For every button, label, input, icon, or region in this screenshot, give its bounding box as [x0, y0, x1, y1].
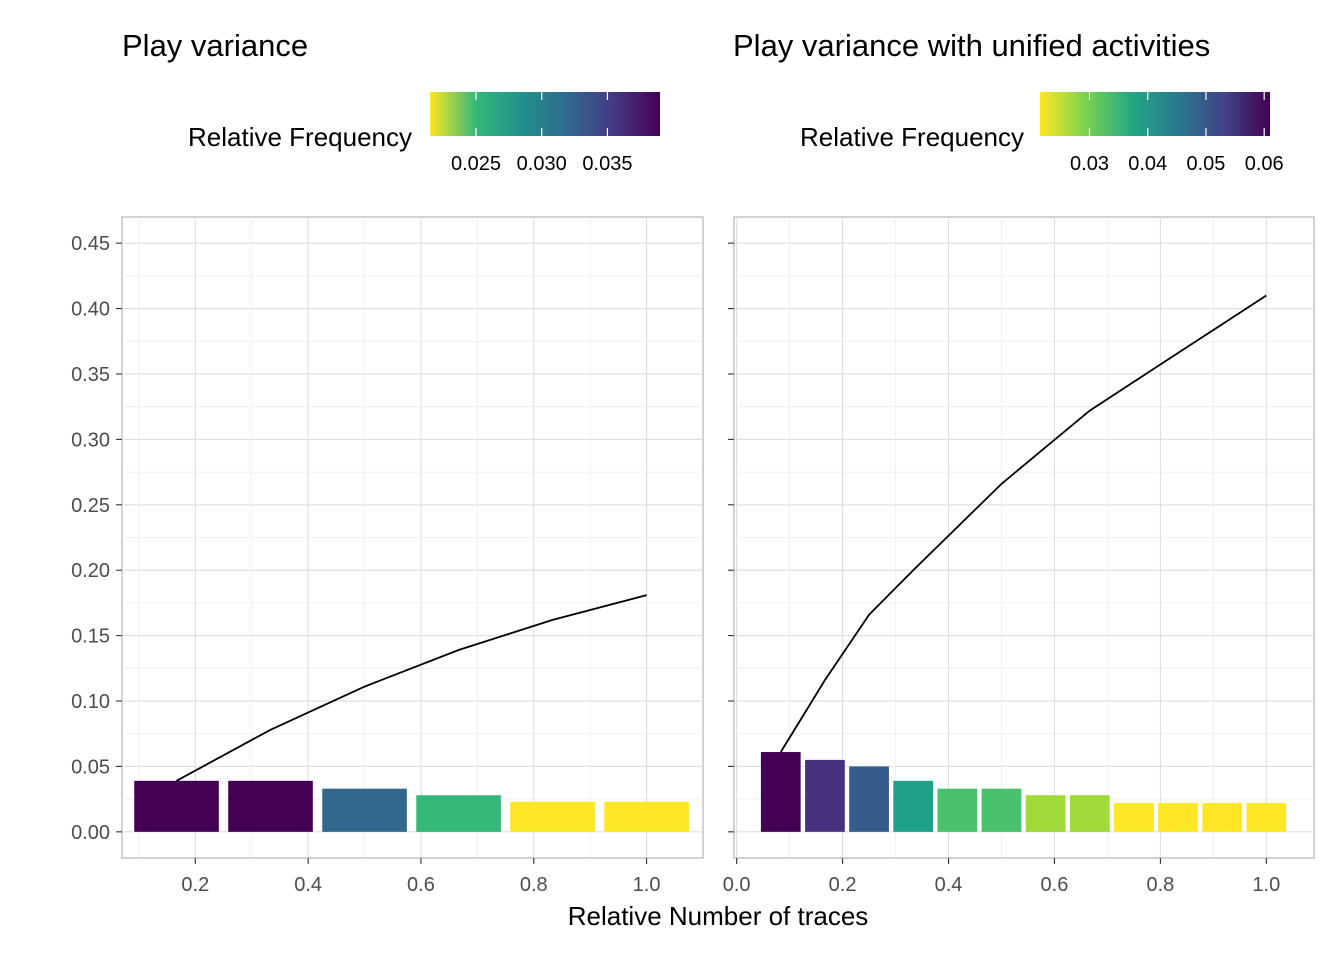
bar [981, 788, 1022, 832]
bar [134, 780, 219, 832]
y-tick-label: 0.05 [71, 756, 110, 778]
colorbar-ticks: 0.03 0.04 0.05 0.06 [1070, 92, 1284, 175]
y-tick-label: 0.10 [71, 691, 110, 713]
bar [1069, 795, 1110, 832]
bar [510, 801, 595, 832]
colorbar-gradient [430, 92, 660, 136]
y-axis [728, 242, 734, 833]
x-tick-label: 0.4 [935, 874, 963, 896]
bar [805, 759, 845, 832]
colorbar-tick-label: 0.030 [517, 153, 567, 175]
bar [760, 752, 801, 832]
colorbar-tick-label: 0.05 [1186, 153, 1225, 175]
y-tick-label: 0.25 [71, 495, 110, 517]
colorbar-legend: Relative Frequency 0.025 0.030 0.035 [188, 92, 660, 175]
y-tick-label: 0.15 [71, 626, 110, 648]
x-axis: 0.0 0.2 0.4 0.6 0.8 1.0 [723, 858, 1280, 896]
bars [134, 780, 689, 832]
y-tick-label: 0.00 [71, 822, 110, 844]
bar [228, 780, 313, 832]
x-tick-label: 0.6 [407, 874, 435, 896]
bar [1158, 803, 1198, 832]
colorbar-tick-label: 0.04 [1128, 153, 1167, 175]
line-series [780, 294, 1267, 753]
colorbar-tick-label: 0.03 [1070, 153, 1109, 175]
x-tick-label: 0.4 [294, 874, 322, 896]
gridlines [122, 217, 703, 858]
colorbar-tick-label: 0.035 [582, 153, 632, 175]
x-tick-label: 0.2 [181, 874, 209, 896]
y-tick-label: 0.30 [71, 429, 110, 451]
y-axis: 0.00 0.05 0.10 0.15 0.20 0.25 0.30 0.35 0.40 0.45 [71, 233, 122, 844]
y-tick-label: 0.35 [71, 364, 110, 386]
x-tick-label: 0.8 [520, 874, 548, 896]
colorbar-legend: Relative Frequency 0.03 0.04 0.05 0.06 [800, 92, 1284, 175]
panel-play-variance: Play variance Relative Frequency 0.025 0.… [71, 28, 704, 896]
bar [849, 766, 889, 832]
trend-line [780, 294, 1267, 753]
x-tick-label: 0.8 [1146, 874, 1174, 896]
x-tick-label: 1.0 [633, 874, 661, 896]
y-tick-label: 0.20 [71, 560, 110, 582]
legend-title: Relative Frequency [800, 122, 1024, 152]
chart-title: Play variance [122, 28, 308, 63]
bar [1202, 803, 1243, 832]
bar [604, 801, 689, 832]
x-tick-label: 0.0 [723, 874, 751, 896]
panel-play-variance-unified: Play variance with unified activities Re… [723, 28, 1315, 896]
chart-title: Play variance with unified activities [733, 28, 1210, 63]
colorbar-tick-label: 0.06 [1245, 153, 1284, 175]
x-tick-label: 1.0 [1252, 874, 1280, 896]
colorbar-tick-label: 0.025 [451, 153, 501, 175]
x-axis: 0.2 0.4 0.6 0.8 1.0 [181, 858, 660, 896]
y-tick-label: 0.45 [71, 233, 110, 255]
bars [760, 752, 1287, 832]
colorbar-ticks: 0.025 0.030 0.035 [451, 92, 632, 175]
colorbar-gradient [1040, 92, 1270, 136]
x-axis-title: Relative Number of traces [568, 901, 869, 931]
bar [1025, 795, 1066, 832]
line-series [176, 594, 647, 782]
bar [893, 780, 934, 832]
bar [1246, 803, 1287, 832]
legend-title: Relative Frequency [188, 122, 412, 152]
bar [937, 788, 978, 832]
x-tick-label: 0.2 [829, 874, 857, 896]
trend-line [176, 594, 647, 782]
bar [322, 788, 407, 832]
y-tick-label: 0.40 [71, 299, 110, 321]
bar [1114, 803, 1154, 832]
bar [416, 795, 501, 832]
x-tick-label: 0.6 [1041, 874, 1069, 896]
